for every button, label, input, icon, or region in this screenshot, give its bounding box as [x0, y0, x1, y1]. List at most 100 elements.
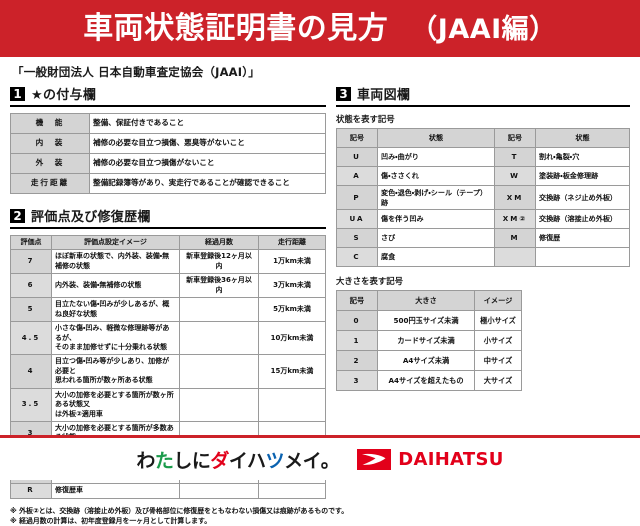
size-symbol: 0 [336, 310, 378, 332]
symbol-left: C [336, 247, 378, 268]
slogan-part: ダ [210, 449, 229, 472]
table-row: A 傷・ささくれ W 塗装跡・板金修理跡 [336, 166, 630, 186]
eval-months: 新車登録後12ヶ月以内 [179, 249, 259, 275]
organization-subtitle: 「一般財団法人 日本自動車査定協会（JAAI）」 [12, 65, 260, 79]
table-row: 4.5 小さな傷・凹み、軽微な修理跡等があるが、 そのまま加修せずに十分乗れる状態 1… [10, 321, 326, 356]
size-image: 小サイズ [474, 330, 522, 352]
eval-image: ほぼ新車の状態で、内外装、装備・無補修の状態 [51, 249, 180, 275]
slogan-part: わ [136, 449, 155, 472]
section-1-number: 1 [10, 86, 25, 101]
symbol-table-label: 状態を表す記号 [336, 114, 395, 124]
col-header-size: 大きさ [377, 290, 475, 312]
page-header-band: 車両状態証明書の見方 （JAAI編） [0, 0, 640, 57]
condition-left: さび [377, 228, 495, 249]
eval-distance: 15万km未満 [258, 354, 326, 389]
symbol-left: S [336, 228, 378, 249]
eval-score: 5 [10, 297, 52, 323]
eval-score: 4.5 [10, 321, 52, 356]
eval-image: 大小の加修を必要とする箇所が数ヶ所ある状態又 は外板②適用車 [51, 387, 180, 423]
daihatsu-logo: DAIHATSU [357, 448, 503, 470]
star-row-value: 補修の必要な目立つ損傷がないこと [89, 153, 326, 174]
table-header-row: 評価点 評価点設定イメージ 経過月数 走行距離 [10, 234, 326, 251]
condition-right [535, 247, 630, 268]
symbol-left: A [336, 166, 378, 186]
page-title: 車両状態証明書の見方 （JAAI編） [83, 10, 556, 46]
size-image: 極小サイズ [474, 310, 522, 332]
star-row-value: 整備、保証付きであること [89, 113, 326, 134]
brand-slogan: わたしにダイハツメイ。 [136, 446, 339, 473]
star-row-value: 補修の必要な目立つ損傷、悪臭等がないこと [89, 133, 326, 154]
size-symbol-table: 記号 大きさ イメージ 0 500円玉サイズ未満 極小サイズ 1 カードサイズ未満 小サイ… [336, 290, 522, 392]
symbol-left: U [336, 147, 378, 167]
eval-distance [258, 387, 326, 423]
page-title-main: 車両状態証明書の見方 [83, 10, 389, 46]
star-row-value: 整備記録簿等があり、実走行であることが確認できること [89, 173, 326, 194]
table-row: 0 500円玉サイズ未満 極小サイズ [336, 310, 522, 332]
table-row: 6 内外装、装備・無補修の状態 新車登録後36ヶ月以内 3万km未満 [10, 273, 326, 299]
section-2-title: 評価点及び修復歴欄 [31, 210, 151, 225]
symbol-right [494, 247, 536, 268]
eval-score: 4 [10, 354, 52, 389]
table-row: 1 カードサイズ未満 小サイズ [336, 330, 522, 352]
table-header-row: 記号 状態 記号 状態 [336, 128, 630, 148]
size-image: 大サイズ [474, 370, 522, 392]
slogan-part: ツ [265, 449, 285, 472]
symbol-right: W [494, 166, 536, 186]
evaluation-notes: ※ 外板②とは、交換跡（溶接止め外板）及び骨格部位に修復歴をともなわない損傷又は… [10, 506, 348, 526]
condition-symbol-table: 記号 状態 記号 状態 U 凹み・曲がり T 割れ・亀裂・穴 A 傷・ささくれ W 塗装跡・板… [336, 128, 630, 268]
note-line: ※ 経過月数の計算は、初年度登録月を一ヶ月として計算します。 [10, 516, 212, 525]
size-symbol: 3 [336, 370, 378, 392]
eval-months [179, 387, 259, 423]
section-3-number: 3 [336, 86, 351, 101]
table-row: 7 ほぼ新車の状態で、内外装、装備・無補修の状態 新車登録後12ヶ月以内 1万km未満 [10, 249, 326, 275]
size-image: 中サイズ [474, 350, 522, 372]
eval-score: 7 [10, 249, 52, 275]
condition-right: 塗装跡・板金修理跡 [535, 166, 630, 186]
eval-image: 小さな傷・凹み、軽微な修理跡等があるが、 そのまま加修せずに十分乗れる状態 [51, 321, 180, 356]
eval-image: 目立つ傷・凹み等が少しあり、加修が必要と 思われる箇所が数ヶ所ある状態 [51, 354, 180, 389]
table-row: 4 目立つ傷・凹み等が少しあり、加修が必要と 思われる箇所が数ヶ所ある状態 15万km… [10, 354, 326, 389]
eval-months [179, 354, 259, 389]
table-row: 外 装 補修の必要な目立つ損傷がないこと [10, 153, 326, 174]
daihatsu-mark-icon [357, 448, 392, 470]
slogan-part: イ [302, 449, 322, 472]
size-description: A4サイズを超えたもの [377, 370, 475, 392]
star-row-key: 走行距離 [10, 173, 90, 194]
col-header-size-image: イメージ [474, 290, 522, 312]
table-row: R 修復歴車 [10, 483, 326, 499]
star-row-key: 外 装 [10, 153, 90, 174]
table-row: 2 A4サイズ未満 中サイズ [336, 350, 522, 372]
size-symbol: 2 [336, 350, 378, 372]
star-row-key: 内 装 [10, 133, 90, 154]
section-1-header: 1 ★の付与欄 [10, 84, 326, 107]
eval-months [179, 321, 259, 356]
right-column: 3 車両図欄 状態を表す記号 記号 状態 記号 状態 U 凹み・曲がり T 割れ・亀裂… [336, 84, 630, 526]
eval-distance: 3万km未満 [258, 273, 326, 299]
col-header-image: 評価点設定イメージ [51, 234, 180, 251]
slogan-part: メ [284, 449, 303, 472]
condition-left: 変色・退色・剥げ・シール（テープ）跡 [377, 184, 495, 211]
section-2-header: 2 評価点及び修復歴欄 [10, 206, 326, 229]
eval-score: R [10, 483, 52, 499]
table-header-row: 記号 大きさ イメージ [336, 290, 522, 312]
table-row: 5 目立たない傷・凹みが少しあるが、概ね良好な状態 5万km未満 [10, 297, 326, 323]
slogan-part: に [191, 449, 211, 472]
condition-left: 傷を伴う凹み [377, 209, 495, 230]
table-row: C 腐食 [336, 247, 630, 268]
star-criteria-table: 機 能 整備、保証付きであること 内 装 補修の必要な目立つ損傷、悪臭等がないこ… [10, 113, 326, 194]
eval-image: 修復歴車 [51, 483, 180, 499]
eval-months [179, 297, 259, 323]
table-row: UA 傷を伴う凹み XM② 交換跡（溶接止め外板） [336, 209, 630, 230]
col-header-condition-left: 状態 [377, 128, 495, 148]
section-3-header: 3 車両図欄 [336, 84, 630, 107]
slogan-part: イ [228, 449, 248, 472]
table-row: 走行距離 整備記録簿等があり、実走行であることが確認できること [10, 173, 326, 194]
size-description: A4サイズ未満 [377, 350, 475, 372]
col-header-size-symbol: 記号 [336, 290, 378, 312]
section-1-title: ★の付与欄 [31, 88, 97, 103]
col-header-condition-right: 状態 [535, 128, 630, 148]
condition-right: 割れ・亀裂・穴 [535, 147, 630, 167]
slogan-part: し [173, 449, 192, 472]
condition-left: 腐食 [377, 247, 495, 268]
symbol-right: XM② [494, 209, 536, 230]
